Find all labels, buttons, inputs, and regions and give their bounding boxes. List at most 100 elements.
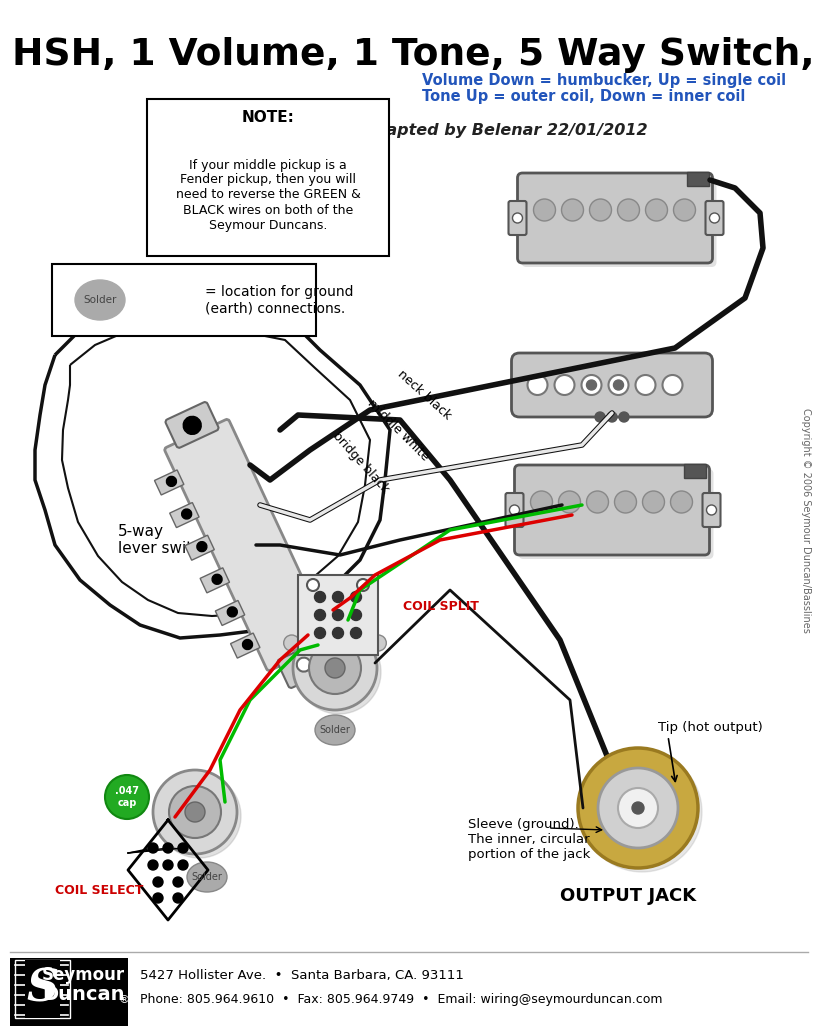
Text: Tone Up = outer coil, Down = inner coil: Tone Up = outer coil, Down = inner coil <box>422 89 745 105</box>
Circle shape <box>618 199 640 221</box>
Circle shape <box>586 380 596 390</box>
Bar <box>15 960 70 1018</box>
Circle shape <box>148 843 158 853</box>
Circle shape <box>228 607 238 616</box>
Circle shape <box>671 491 693 513</box>
FancyBboxPatch shape <box>505 493 523 527</box>
Circle shape <box>293 626 377 710</box>
Circle shape <box>163 860 173 870</box>
FancyBboxPatch shape <box>686 172 708 186</box>
Circle shape <box>212 574 222 584</box>
Circle shape <box>554 375 574 395</box>
Circle shape <box>153 877 163 887</box>
Circle shape <box>325 658 345 678</box>
FancyBboxPatch shape <box>514 465 709 555</box>
Circle shape <box>642 491 664 513</box>
Circle shape <box>527 375 547 395</box>
Circle shape <box>581 375 601 395</box>
FancyBboxPatch shape <box>52 264 316 336</box>
FancyBboxPatch shape <box>165 402 219 448</box>
Text: middle white: middle white <box>365 397 432 463</box>
Circle shape <box>636 375 655 395</box>
Circle shape <box>309 642 361 694</box>
FancyBboxPatch shape <box>147 99 389 256</box>
Circle shape <box>307 579 319 591</box>
Circle shape <box>148 860 158 870</box>
Bar <box>10 958 128 1026</box>
Text: ═════: ═════ <box>25 970 55 980</box>
Bar <box>230 633 260 658</box>
Circle shape <box>333 609 343 621</box>
FancyBboxPatch shape <box>298 575 378 655</box>
Text: OUTPUT JACK: OUTPUT JACK <box>560 887 696 905</box>
Circle shape <box>707 505 717 515</box>
Ellipse shape <box>315 715 355 745</box>
Text: = location for ground
(earth) connections.: = location for ground (earth) connection… <box>205 285 354 315</box>
Bar <box>185 536 215 560</box>
FancyBboxPatch shape <box>518 173 713 263</box>
FancyBboxPatch shape <box>684 464 705 478</box>
Text: Adapted by Belenar 22/01/2012: Adapted by Belenar 22/01/2012 <box>363 123 647 139</box>
Circle shape <box>314 628 325 638</box>
Circle shape <box>297 630 381 714</box>
Text: Sleeve (ground).
The inner, circular
portion of the jack: Sleeve (ground). The inner, circular por… <box>468 818 590 861</box>
Bar <box>25 960 60 1018</box>
Text: ═════: ═════ <box>25 980 55 990</box>
Text: If your middle pickup is a
Fender pickup, then you will
need to reverse the GREE: If your middle pickup is a Fender pickup… <box>175 159 360 231</box>
FancyBboxPatch shape <box>705 201 723 235</box>
Text: Copyright © 2006 Seymour Duncan/Basslines: Copyright © 2006 Seymour Duncan/Bassline… <box>801 407 811 632</box>
Circle shape <box>182 509 192 519</box>
Circle shape <box>153 893 163 903</box>
FancyBboxPatch shape <box>512 353 713 418</box>
Circle shape <box>157 774 241 858</box>
Text: Duncan: Duncan <box>42 985 124 1005</box>
Circle shape <box>183 416 201 434</box>
Bar <box>215 601 245 626</box>
Ellipse shape <box>514 356 709 414</box>
Circle shape <box>632 802 644 814</box>
Circle shape <box>533 199 555 221</box>
Text: bridge black: bridge black <box>330 429 391 495</box>
FancyBboxPatch shape <box>278 642 331 688</box>
FancyBboxPatch shape <box>703 493 721 527</box>
Circle shape <box>607 412 617 422</box>
Circle shape <box>105 775 149 819</box>
Circle shape <box>582 752 702 872</box>
Circle shape <box>178 843 188 853</box>
Text: S: S <box>26 968 58 1010</box>
Bar <box>200 568 229 593</box>
Circle shape <box>613 380 623 390</box>
Circle shape <box>327 610 343 626</box>
FancyBboxPatch shape <box>522 177 717 267</box>
Circle shape <box>173 877 183 887</box>
Circle shape <box>663 375 682 395</box>
Circle shape <box>153 770 237 854</box>
Text: HSH, 1 Volume, 1 Tone, 5 Way Switch, 2 Push/Pull: HSH, 1 Volume, 1 Tone, 5 Way Switch, 2 P… <box>12 37 819 73</box>
Text: NOTE:: NOTE: <box>242 110 295 124</box>
Text: Seymour: Seymour <box>42 966 124 984</box>
Circle shape <box>578 748 698 868</box>
Circle shape <box>614 491 636 513</box>
Circle shape <box>314 609 325 621</box>
Text: Solder: Solder <box>192 872 223 882</box>
Circle shape <box>242 639 252 650</box>
Circle shape <box>559 491 581 513</box>
Circle shape <box>351 628 361 638</box>
Circle shape <box>619 412 629 422</box>
Circle shape <box>333 628 343 638</box>
Text: COIL SELECT: COIL SELECT <box>55 884 143 896</box>
Circle shape <box>590 199 612 221</box>
Ellipse shape <box>518 359 713 418</box>
Bar <box>155 470 184 495</box>
Circle shape <box>166 477 176 486</box>
Circle shape <box>351 592 361 603</box>
Circle shape <box>173 893 183 903</box>
Circle shape <box>598 768 678 848</box>
FancyBboxPatch shape <box>165 420 332 670</box>
FancyBboxPatch shape <box>518 469 713 559</box>
Text: Volume Down = humbucker, Up = single coil: Volume Down = humbucker, Up = single coi… <box>422 73 786 87</box>
Text: 5427 Hollister Ave.  •  Santa Barbara, CA. 93111: 5427 Hollister Ave. • Santa Barbara, CA.… <box>140 970 464 982</box>
Text: 5-way
lever switch: 5-way lever switch <box>118 524 210 556</box>
Circle shape <box>185 802 205 822</box>
Text: Tip (hot output): Tip (hot output) <box>658 721 762 735</box>
